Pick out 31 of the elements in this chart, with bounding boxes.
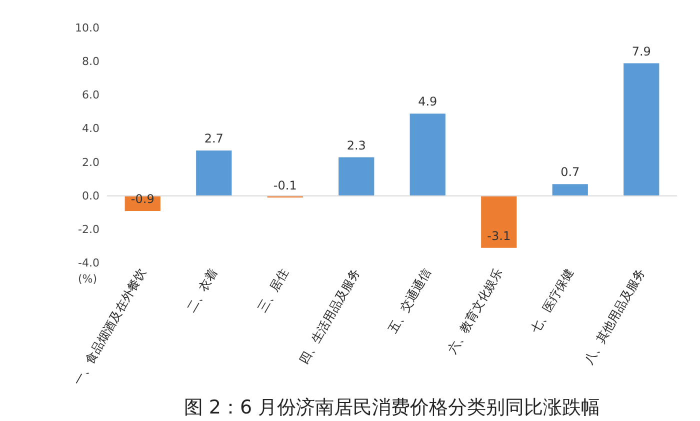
- text: 图 2：6 月份济南居民消费价格分类别同比涨跌幅: [184, 396, 600, 418]
- x-tick-label: 二、衣着: [184, 266, 220, 315]
- y-tick-label: 2.0: [82, 156, 100, 169]
- y-axis-title: (%): [78, 272, 98, 286]
- bar: [410, 114, 446, 196]
- bar: [624, 63, 660, 196]
- x-tick-label: 四、生活用品及服务: [296, 266, 362, 367]
- data-label: -0.9: [130, 192, 154, 206]
- y-tick-label: 0.0: [82, 189, 100, 202]
- y-tick-label: -4.0: [78, 256, 100, 270]
- x-tick-label: 六、教育文化娱乐: [444, 266, 505, 356]
- x-tick-label: 八、其他用品及服务: [581, 266, 648, 367]
- x-tick-label: 三、居住: [255, 266, 292, 315]
- data-label: -0.1: [273, 178, 297, 193]
- y-tick-label: 4.0: [82, 122, 100, 136]
- x-tick-label: 五、交通通信: [386, 266, 434, 336]
- data-label: -3.1: [487, 228, 511, 243]
- y-tick-label: 10.0: [75, 22, 100, 34]
- data-label: 2.7: [204, 132, 224, 146]
- bar: [338, 157, 374, 196]
- data-label: 0.7: [560, 165, 580, 180]
- bar: [196, 150, 232, 196]
- bar: [481, 196, 517, 248]
- data-label: 2.3: [346, 138, 366, 152]
- bar: [552, 184, 588, 196]
- y-tick-label: 6.0: [82, 88, 100, 102]
- y-tick-label: -2.0: [78, 222, 100, 236]
- x-tick-label: 七、医疗保健: [528, 266, 576, 336]
- y-tick-label: 8.0: [82, 55, 100, 68]
- data-label: 7.9: [632, 44, 651, 58]
- data-label: 4.9: [418, 94, 438, 109]
